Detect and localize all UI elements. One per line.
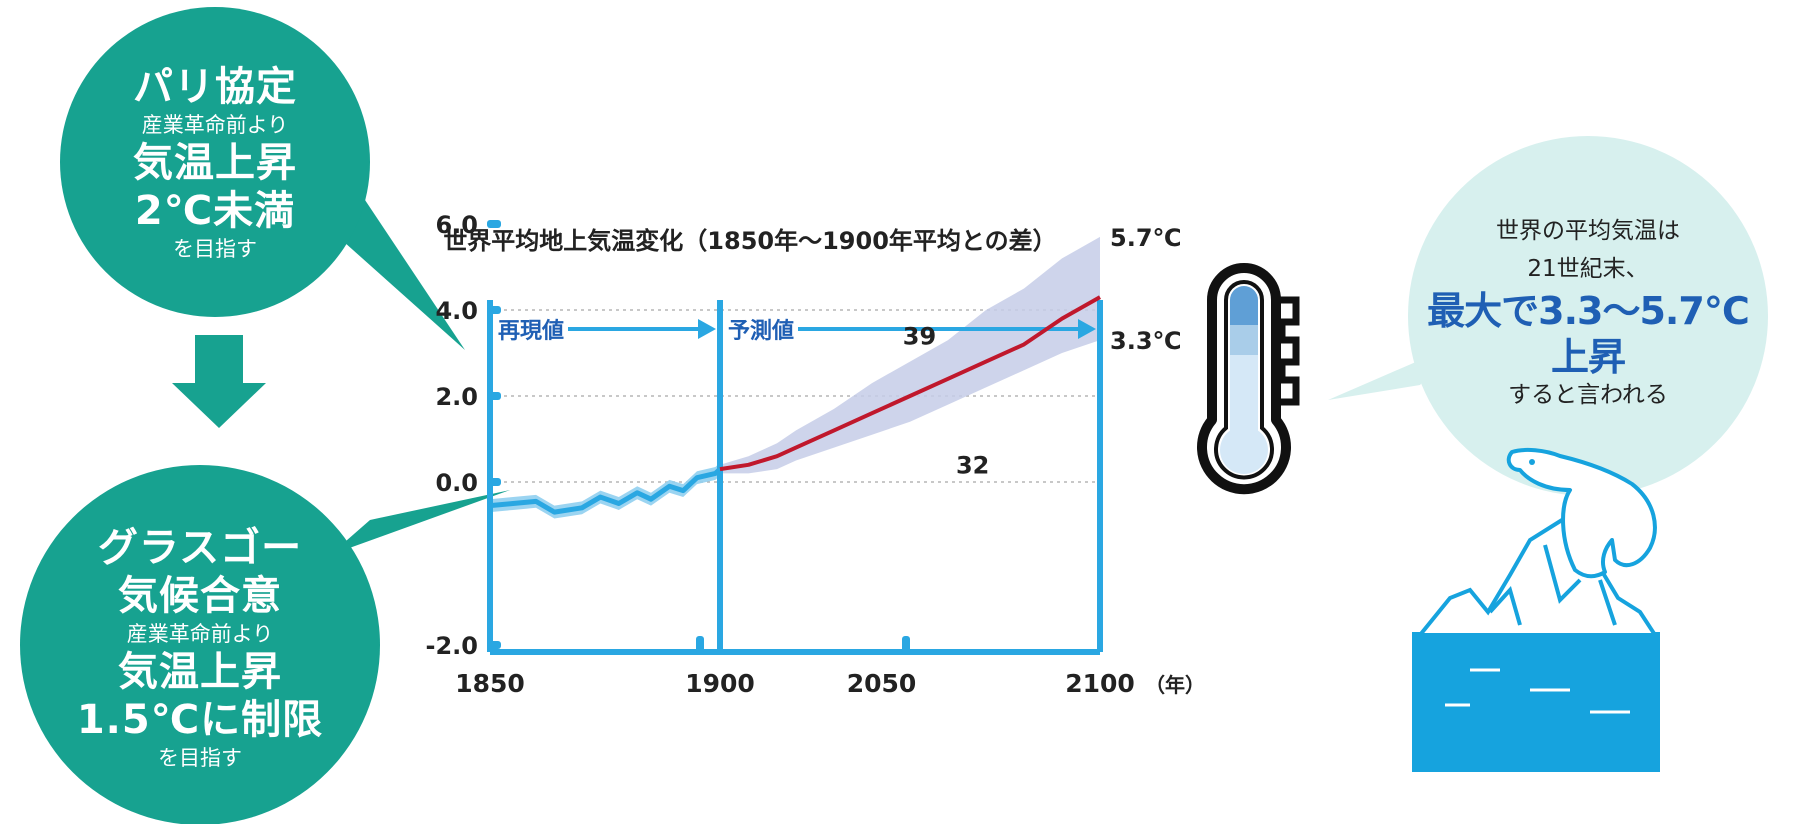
down-arrow-icon [172, 335, 266, 428]
y-tick-mark [487, 478, 501, 486]
temperature-chart: 6.0 4.0 2.0 0.0 -2.0 1850 1900 2050 2100 （年） 再現値 予測… [426, 211, 1205, 698]
glasgow-bubble [20, 465, 380, 824]
paris-line1: 気温上昇 [133, 140, 297, 186]
summary-line2: 21世紀末、 [1527, 256, 1649, 282]
y-tick-label: 4.0 [435, 297, 478, 325]
summary-line5: すると言われる [1508, 382, 1668, 408]
projection-label: 予測値 [728, 319, 794, 344]
glasgow-line2: 1.5℃に制限 [76, 697, 324, 743]
model-count-annotation: 39 [903, 322, 936, 350]
paris-bubble-tail [325, 200, 465, 350]
paris-line2: 2℃未満 [134, 188, 296, 234]
y-tick-mark [487, 392, 501, 400]
summary-line4: 上昇 [1550, 335, 1626, 379]
projection-series-line [719, 295, 1101, 472]
paris-agreement-text: パリ協定 産業革命前より 気温上昇 2℃未満 を目指す [50, 16, 380, 310]
y-tick-mark [487, 306, 501, 314]
x-tick-mark [902, 636, 910, 654]
x-tick-label: 2050 [847, 669, 917, 698]
summary-line3: 最大で3.3～5.7℃ [1427, 289, 1750, 333]
glasgow-bubble-tail [330, 490, 510, 555]
y-tick-label: 6.0 [435, 211, 478, 239]
thermometer-icon [1197, 263, 1300, 495]
paris-sub1: 産業革命前より [141, 113, 289, 137]
right-bubble [1408, 136, 1768, 496]
period-arrow-head [698, 319, 716, 339]
projection-uncertainty-band [720, 236, 1100, 474]
hindcast-series-line [489, 467, 722, 515]
x-tick-label: 2100 [1065, 669, 1135, 698]
range-label: 5.7℃ [1110, 224, 1182, 252]
projection-summary-text: 世界の平均気温は 21世紀末、 最大で3.3～5.7℃ 上昇 すると言われる [1378, 176, 1798, 446]
chart-title: 世界平均地上気温変化（1850年～1900年平均との差） [443, 227, 1056, 255]
summary-line1: 世界の平均気温は [1496, 218, 1680, 244]
glasgow-sub2: を目指す [158, 746, 242, 770]
hindcast-uncertainty-band [490, 462, 720, 519]
model-count-annotation: 32 [956, 451, 989, 479]
glasgow-title1: グラスゴー [97, 525, 303, 571]
x-tick-mark [696, 636, 704, 654]
glasgow-title2: 気候合意 [118, 573, 282, 619]
polar-bear-on-ice-illustration [1412, 447, 1660, 772]
hindcast-label: 再現値 [498, 319, 564, 344]
period-arrow-head [1078, 319, 1096, 339]
y-tick-label: 0.0 [435, 469, 478, 497]
x-unit-label: （年） [1145, 673, 1205, 697]
y-tick-mark [487, 641, 501, 649]
paris-sub2: を目指す [173, 237, 257, 261]
range-label: 3.3℃ [1110, 327, 1182, 355]
glasgow-line1: 気温上昇 [118, 649, 282, 695]
paris-bubble [60, 7, 370, 317]
y-tick-label: 2.0 [435, 383, 478, 411]
glasgow-pact-text: グラスゴー 気候合意 産業革命前より 気温上昇 1.5℃に制限 を目指す [10, 478, 390, 818]
y-tick-mark [487, 220, 501, 228]
y-tick-label: -2.0 [426, 632, 478, 660]
x-tick-label: 1900 [685, 669, 755, 698]
glasgow-sub1: 産業革命前より [126, 622, 274, 646]
x-tick-label: 1850 [455, 669, 525, 698]
paris-title: パリ協定 [133, 64, 297, 110]
